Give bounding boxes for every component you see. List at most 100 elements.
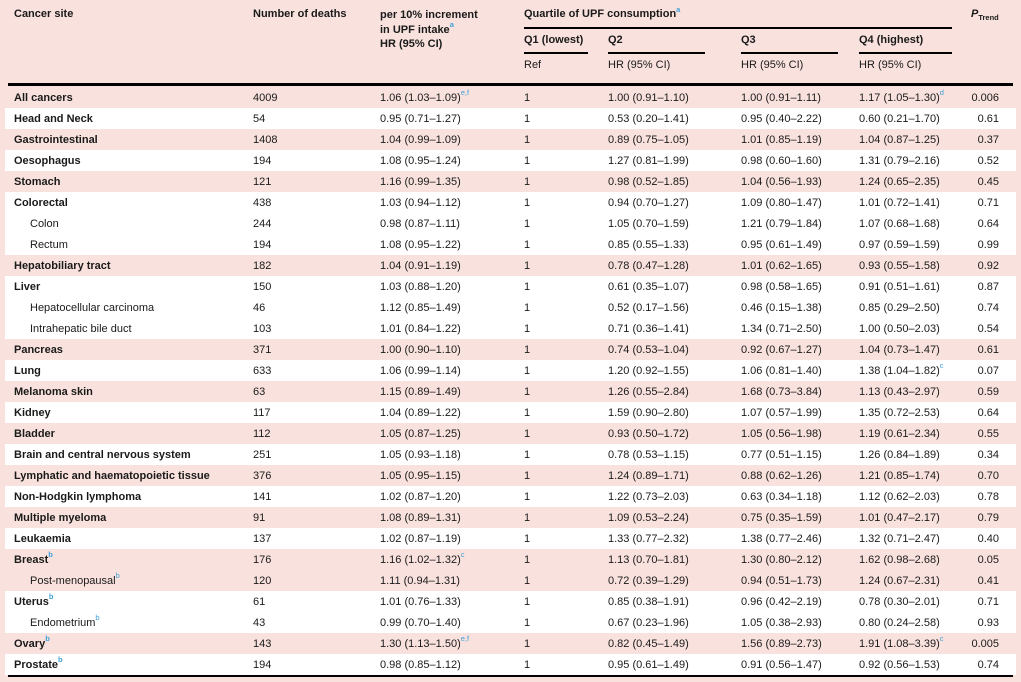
cancer-site-cell: Head and Neck [14, 112, 93, 125]
table-row: Intrahepatic bile duct 103 1.01 (0.84–1.… [0, 318, 1021, 339]
q2-hr-cell: 0.74 (0.53–1.04) [608, 343, 689, 356]
q3-hr-cell: 1.01 (0.62–1.65) [741, 259, 822, 272]
cancer-site-cell: Rectum [30, 238, 68, 251]
q4-hr-cell: 1.38 (1.04–1.82)c [859, 361, 944, 377]
q4-hr-cell: 0.85 (0.29–2.50) [859, 301, 940, 314]
q3-hr-cell: 1.00 (0.91–1.11) [741, 91, 821, 104]
q1-ref-cell: 1 [524, 595, 531, 608]
hr-per-10pct-cell: 1.08 (0.95–1.24) [380, 154, 461, 167]
q3-hr-cell: 1.06 (0.81–1.40) [741, 364, 822, 377]
cancer-site-cell: Post-menopausalb [30, 571, 120, 587]
hr-per-10pct-cell: 1.02 (0.87–1.20) [380, 490, 461, 503]
deaths-cell: 54 [253, 112, 266, 125]
deaths-cell: 1408 [253, 133, 278, 146]
subheader-q2-hr-ci: HR (95% CI) [608, 59, 671, 71]
q4-hr-cell: 1.13 (0.43–2.97) [859, 385, 940, 398]
footnote-marker: e,f [460, 88, 470, 98]
p-trend-cell: 0.37 [977, 133, 999, 146]
table-row: Pancreas 371 1.00 (0.90–1.10) 1 0.74 (0.… [0, 339, 1021, 360]
q4-hr-cell: 0.93 (0.55–1.58) [859, 259, 940, 272]
q4-hr-cell: 1.21 (0.85–1.74) [859, 469, 940, 482]
table-body: All cancers 4009 1.06 (1.03–1.09)e,f 1 1… [0, 87, 1021, 675]
q4-hr-cell: 1.26 (0.84–1.89) [859, 448, 940, 461]
q3-hr-cell: 1.04 (0.56–1.93) [741, 175, 822, 188]
deaths-cell: 63 [253, 385, 266, 398]
table-row: Colorectal 438 1.03 (0.94–1.12) 1 0.94 (… [0, 192, 1021, 213]
footnote-marker: a [449, 20, 454, 30]
q1-ref-cell: 1 [524, 637, 531, 650]
q2-hr-cell: 0.85 (0.38–1.91) [608, 595, 689, 608]
table-row: Hepatocellular carcinoma 46 1.12 (0.85–1… [0, 297, 1021, 318]
subheader-q1-ref: Ref [524, 59, 542, 71]
q2-hr-cell: 0.94 (0.70–1.27) [608, 196, 689, 209]
footnote-marker: e,f [460, 634, 470, 644]
hr-per-10pct-cell: 0.98 (0.87–1.11) [380, 217, 460, 230]
q1-ref-cell: 1 [524, 217, 531, 230]
hr-per-10pct-cell: 1.03 (0.94–1.12) [380, 196, 461, 209]
hr-per-10pct-cell: 1.15 (0.89–1.49) [380, 385, 461, 398]
q4-hr-cell: 1.04 (0.87–1.25) [859, 133, 940, 146]
deaths-cell: 4009 [253, 91, 278, 104]
cancer-site-cell: Ovaryb [14, 634, 50, 650]
q3-hr-cell: 1.68 (0.73–3.84) [741, 385, 822, 398]
q1-ref-cell: 1 [524, 364, 531, 377]
hr-per-10pct-cell: 1.01 (0.84–1.22) [380, 322, 461, 335]
q1-ref-cell: 1 [524, 448, 531, 461]
footnote-marker: b [58, 655, 63, 665]
hr-per-10pct-cell: 1.08 (0.89–1.31) [380, 511, 461, 524]
table-bottom-rule [8, 675, 1013, 677]
column-header-p-trend: PTrend [971, 8, 999, 23]
deaths-cell: 176 [253, 553, 272, 566]
q4-hr-cell: 1.01 (0.47–2.17) [859, 511, 940, 524]
q1-ref-cell: 1 [524, 490, 531, 503]
q3-hr-cell: 1.07 (0.57–1.99) [741, 406, 822, 419]
table-header: Cancer site Number of deaths per 10% inc… [0, 0, 1021, 87]
deaths-cell: 376 [253, 469, 272, 482]
table-row: Lung 633 1.06 (0.99–1.14) 1 1.20 (0.92–1… [0, 360, 1021, 381]
column-header-cancer-site: Cancer site [14, 8, 74, 20]
hr-per-10pct-cell: 1.04 (0.99–1.09) [380, 133, 461, 146]
q2-hr-cell: 1.27 (0.81–1.99) [608, 154, 689, 167]
p-trend-cell: 0.55 [977, 427, 999, 440]
table-row: Breastb 176 1.16 (1.02–1.32)c 1 1.13 (0.… [0, 549, 1021, 570]
deaths-cell: 137 [253, 532, 272, 545]
hr-per-10pct-cell: 0.99 (0.70–1.40) [380, 616, 461, 629]
footnote-marker: b [95, 613, 100, 623]
q1-rule [524, 52, 588, 54]
deaths-cell: 117 [253, 406, 271, 419]
subheader-q4-hr-ci: HR (95% CI) [859, 59, 922, 71]
q3-hr-cell: 0.75 (0.35–1.59) [741, 511, 822, 524]
deaths-cell: 91 [253, 511, 266, 524]
table-row: Melanoma skin 63 1.15 (0.89–1.49) 1 1.26… [0, 381, 1021, 402]
footnote-marker: b [48, 550, 53, 560]
table-row: Leukaemia 137 1.02 (0.87–1.19) 1 1.33 (0… [0, 528, 1021, 549]
q3-rule [741, 52, 838, 54]
hr-per-10pct-cell: 0.98 (0.85–1.12) [380, 658, 461, 671]
q4-hr-cell: 0.97 (0.59–1.59) [859, 238, 940, 251]
q3-hr-cell: 0.46 (0.15–1.38) [741, 301, 822, 314]
header-bottom-rule [8, 83, 1013, 86]
cancer-site-cell: Kidney [14, 406, 51, 419]
q1-ref-cell: 1 [524, 175, 531, 188]
cancer-site-cell: Colorectal [14, 196, 68, 209]
p-trend-cell: 0.006 [971, 91, 999, 104]
p-trend-cell: 0.64 [977, 406, 999, 419]
p-trend-cell: 0.59 [977, 385, 999, 398]
q1-ref-cell: 1 [524, 280, 531, 293]
deaths-cell: 120 [253, 574, 272, 587]
q2-hr-cell: 1.26 (0.55–2.84) [608, 385, 689, 398]
p-trend-cell: 0.74 [977, 301, 999, 314]
hr-per-10pct-cell: 1.01 (0.76–1.33) [380, 595, 461, 608]
q2-hr-cell: 0.78 (0.53–1.15) [608, 448, 689, 461]
q1-ref-cell: 1 [524, 154, 531, 167]
q3-hr-cell: 1.21 (0.79–1.84) [741, 217, 822, 230]
cancer-site-cell: All cancers [14, 91, 73, 104]
deaths-cell: 194 [253, 238, 272, 251]
cancer-site-cell: Bladder [14, 427, 55, 440]
q2-hr-cell: 0.95 (0.61–1.49) [608, 658, 689, 671]
q4-hr-cell: 1.62 (0.98–2.68) [859, 553, 940, 566]
footnote-marker: b [45, 634, 50, 644]
footnote-marker: d [939, 88, 944, 98]
q2-hr-cell: 1.22 (0.73–2.03) [608, 490, 689, 503]
q4-hr-cell: 0.80 (0.24–2.58) [859, 616, 940, 629]
